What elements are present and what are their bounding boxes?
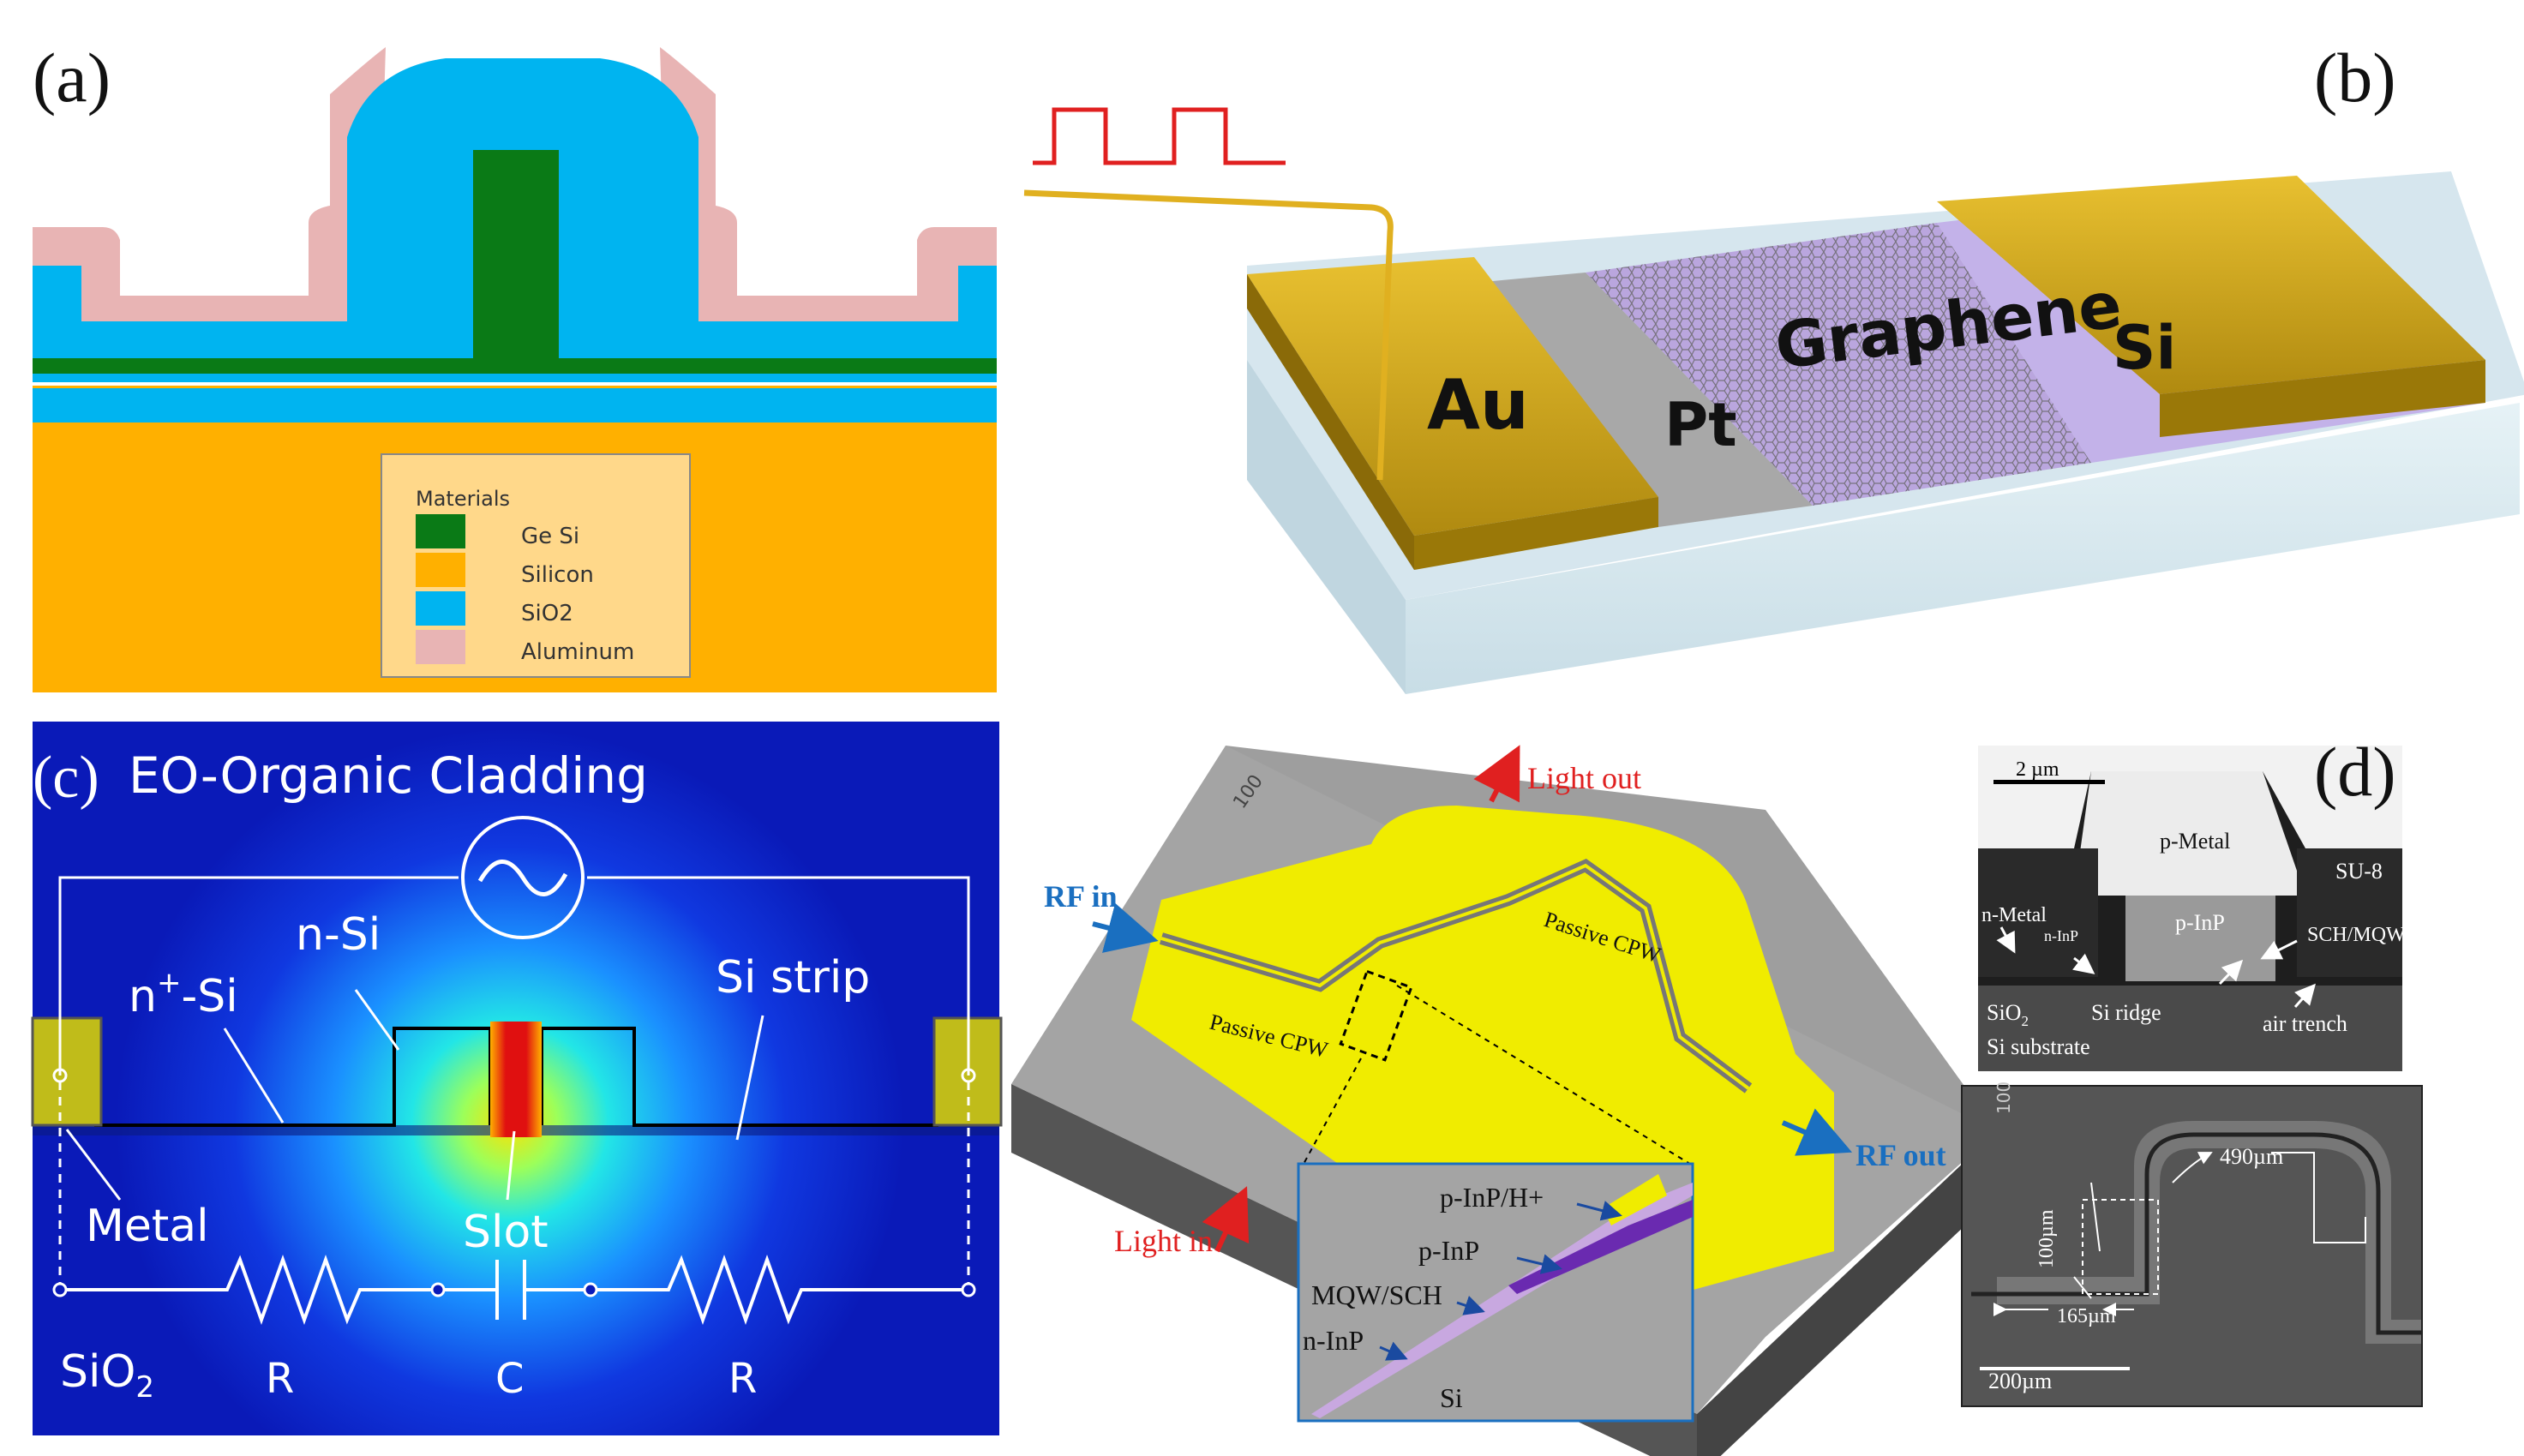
label-c: C <box>495 1355 525 1403</box>
panel-d-sem: 2 µm p-Metal SU-8 n-Metal n-InP p-InP SC… <box>1961 733 2423 1407</box>
label-r-right: R <box>728 1355 757 1403</box>
topview-chip-id: 100 <box>1993 1082 2014 1114</box>
label-p-inp: p-InP <box>2175 910 2225 935</box>
au-electrode-right <box>1937 176 2485 394</box>
top-circuit-wire <box>58 876 970 1076</box>
label-165um: 165µm <box>2057 1305 2116 1327</box>
legend-label-sio2: SiO2 <box>521 601 573 626</box>
resistor-left <box>60 1255 435 1325</box>
ac-source <box>461 816 585 939</box>
legend-label-silicon: Silicon <box>521 562 594 588</box>
panel-b: Au Pt Graphene Si (b) <box>1023 39 2524 694</box>
label-490um: 490µm <box>2220 1144 2283 1169</box>
label-sio2: SiO2 <box>60 1346 154 1405</box>
aluminum-contact-right <box>660 47 997 358</box>
inset-label-p-inp-h: p-InP/H+ <box>1440 1182 1544 1213</box>
panel-d-label: (d) <box>2314 733 2396 811</box>
panel-b-label: (b) <box>2314 39 2396 117</box>
panel-c-title: EO-Organic Cladding <box>129 746 648 805</box>
label-n-inp: n-InP <box>2044 927 2078 944</box>
label-si-substrate: Si substrate <box>1987 1034 2090 1059</box>
label-sio2-sem: SiO2 <box>1987 1000 2029 1029</box>
metal-pad-left <box>31 1016 103 1127</box>
box-oxide-layer <box>33 388 997 422</box>
label-scale-2um: 2 µm <box>2016 758 2059 781</box>
label-rf-out: RF out <box>1856 1138 1946 1172</box>
panel-c-label: (c) <box>33 745 99 811</box>
pulse-signal <box>1033 107 1286 165</box>
label-light-out: Light out <box>1527 761 1641 795</box>
legend-label-aluminum: Aluminum <box>521 639 634 665</box>
label-si-ridge: Si ridge <box>2091 1000 2161 1025</box>
capacitor <box>441 1260 587 1320</box>
label-pt: Pt <box>1664 390 1737 460</box>
panel-c: (c) EO-Organic Cladding n-Si n+-Si Si st… <box>31 722 1003 1435</box>
label-p-metal: p-Metal <box>2160 829 2230 854</box>
inset-label-p-inp: p-InP <box>1418 1235 1479 1266</box>
label-n-metal: n-Metal <box>1981 904 2047 926</box>
slot-region <box>490 1022 542 1137</box>
probe-wire <box>1023 189 1394 481</box>
panel-a-label: (a) <box>33 39 111 117</box>
p-metal-region <box>2074 771 2305 896</box>
ac-source-icon <box>477 860 568 896</box>
topview-zoom-box <box>2082 1199 2159 1295</box>
legend-title: Materials <box>416 487 510 511</box>
panel-a: Materials Ge Si Silicon SiO2 Aluminum (a… <box>33 39 997 692</box>
label-slot: Slot <box>463 1207 549 1258</box>
label-100um: 100µm <box>2035 1209 2058 1268</box>
label-r-left: R <box>266 1355 294 1403</box>
legend-swatch-sio2 <box>416 591 465 626</box>
zoom-box <box>1339 969 1413 1062</box>
label-n-si: n-Si <box>296 909 381 961</box>
label-su8: SU-8 <box>2335 859 2383 884</box>
label-sch-mqw: SCH/MQW <box>2307 924 2406 946</box>
gesi-detector <box>473 150 559 358</box>
label-n-plus-si: n+-Si <box>129 966 238 1022</box>
panel-d-device: p-InP/H+ p-InP MQW/SCH n-InP Si RF in RF… <box>1011 745 1997 1456</box>
cpw-topview <box>1997 1121 2421 1344</box>
legend-label-gesi: Ge Si <box>521 524 579 549</box>
label-si: Si <box>2113 313 2176 383</box>
label-rf-in: RF in <box>1044 879 1118 914</box>
label-light-in: Light in <box>1114 1224 1213 1258</box>
au-electrode <box>1247 257 1658 536</box>
pt-electrode <box>1474 273 1813 527</box>
label-scale-200um: 200µm <box>1988 1369 2052 1393</box>
label-metal: Metal <box>86 1201 209 1252</box>
legend-swatch-silicon <box>416 553 465 587</box>
inset-label-si: Si <box>1440 1382 1463 1413</box>
label-au: Au <box>1427 365 1529 445</box>
substrate-front <box>1406 403 2520 694</box>
scale-bar-200um <box>1980 1367 2130 1370</box>
legend-swatch-aluminum <box>416 630 465 664</box>
label-air-trench: air trench <box>2263 1011 2347 1036</box>
p-inp-region <box>2125 896 2275 981</box>
legend-swatch-gesi <box>416 514 465 548</box>
resistor-right <box>593 1255 968 1325</box>
inset-label-n-inp: n-InP <box>1303 1325 1364 1356</box>
gesi-layer <box>33 358 997 374</box>
inset-label-mqw-sch: MQW/SCH <box>1311 1279 1442 1310</box>
scale-bar-2um <box>1993 780 2105 784</box>
label-si-strip: Si strip <box>716 952 870 1004</box>
